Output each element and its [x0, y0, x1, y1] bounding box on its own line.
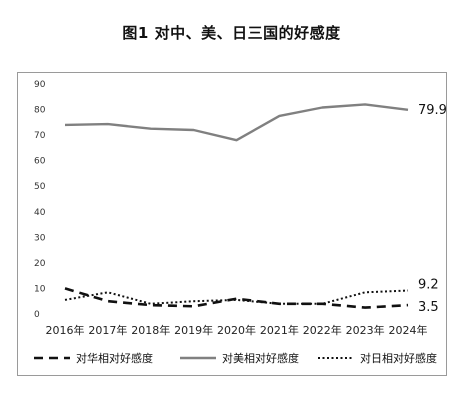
x-tick-label: 2023年 [346, 323, 385, 337]
y-tick-label: 30 [34, 233, 46, 243]
x-tick-label: 2021年 [260, 323, 299, 337]
x-tick-label: 2024年 [389, 323, 428, 337]
series-line-3 [64, 289, 409, 305]
legend-label-1: 对华相对好感度 [76, 351, 153, 365]
x-tick-label: 2022年 [303, 323, 342, 337]
y-tick-label: 80 [34, 106, 46, 116]
y-tick-label: 0 [34, 310, 40, 320]
chart-frame [17, 72, 447, 376]
x-tick-label: 2017年 [88, 323, 127, 337]
series-end-label-1: 3.5 [418, 300, 439, 315]
y-tick-label: 90 [34, 80, 46, 90]
y-tick-label: 20 [34, 259, 46, 269]
y-tick-label: 70 [34, 131, 46, 141]
x-tick-label: 2020年 [217, 323, 256, 337]
series-end-label-3: 9.2 [418, 277, 439, 292]
series-end-label-2: 79.9 [418, 103, 447, 118]
y-tick-label: 40 [34, 208, 46, 218]
legend-label-3: 对日相对好感度 [360, 351, 437, 365]
x-tick-label: 2016年 [46, 323, 85, 337]
y-tick-label: 10 [34, 284, 46, 294]
series-line-2 [64, 103, 409, 142]
chart-title: 图1 对中、美、日三国的好感度 [122, 24, 341, 42]
y-tick-label: 50 [34, 182, 46, 192]
y-tick-label: 60 [34, 157, 46, 167]
x-tick-label: 2019年 [174, 323, 213, 337]
legend-label-2: 对美相对好感度 [222, 351, 299, 365]
x-tick-label: 2018年 [131, 323, 170, 337]
series-line-1 [64, 287, 409, 309]
